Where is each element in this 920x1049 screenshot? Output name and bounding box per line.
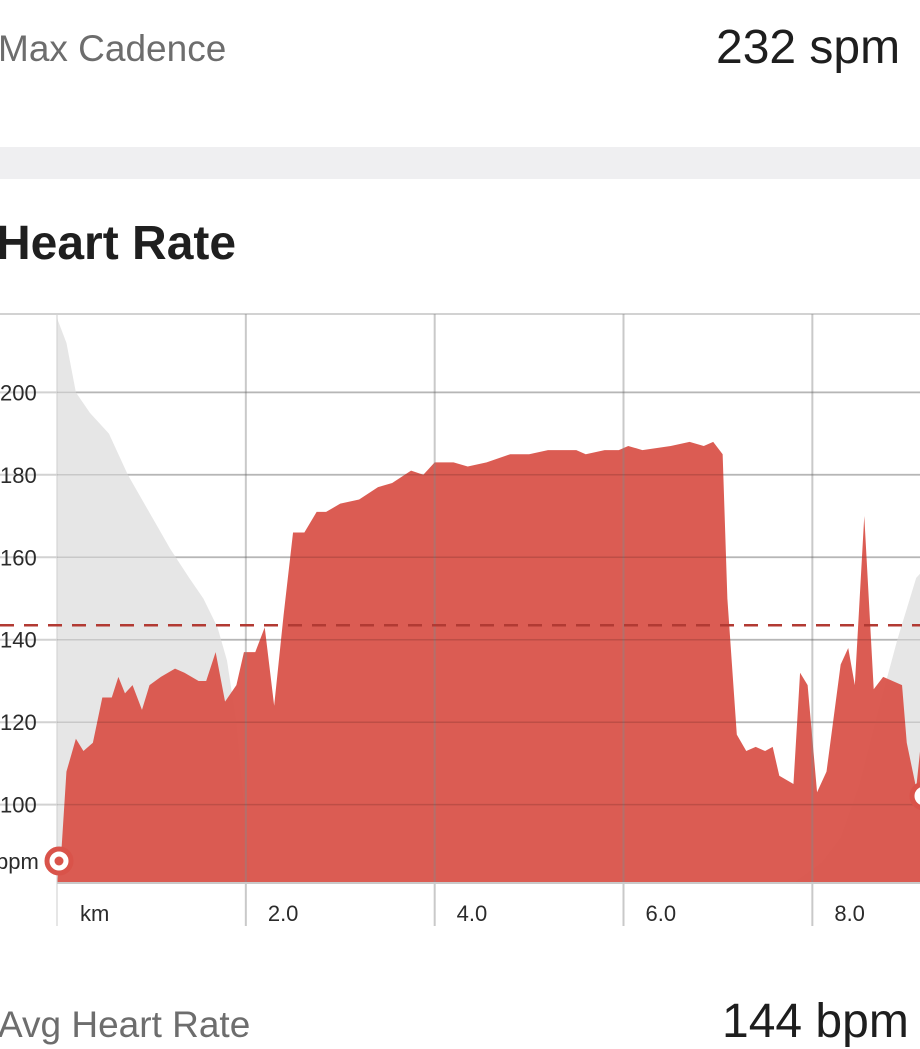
y-tick-label: 160 [0, 545, 37, 570]
x-unit-label: km [80, 901, 109, 926]
avg-heart-rate-label: Avg Heart Rate [0, 1004, 251, 1045]
x-tick-label: 8.0 [834, 901, 865, 926]
avg-heart-rate-value: 144 bpm [722, 995, 909, 1048]
section-title: Heart Rate [0, 217, 237, 270]
heart-rate-area [57, 441, 920, 883]
y-tick-label: 140 [0, 628, 37, 653]
start-marker-dot [54, 856, 64, 866]
x-tick-label: 4.0 [457, 901, 488, 926]
y-tick-label: 120 [0, 710, 37, 735]
x-tick-label: 2.0 [268, 901, 299, 926]
max-cadence-value: 232 spm [716, 21, 901, 74]
end-marker [909, 782, 920, 810]
y-tick-label: 100 [0, 793, 37, 818]
y-unit-label: bpm [0, 849, 39, 874]
max-cadence-row: Max Cadence 232 spm [0, 0, 920, 146]
x-tick-label: 6.0 [646, 901, 677, 926]
y-tick-label: 180 [0, 463, 37, 488]
section-divider [0, 147, 920, 179]
y-tick-label: 200 [0, 380, 37, 405]
avg-heart-rate-row: Avg Heart Rate 144 bpm [0, 990, 920, 1048]
heart-rate-chart[interactable]: 100 120 140 160 180 200 bpm km 2.0 4.0 6.0 8.0 [0, 0, 920, 1024]
max-cadence-label: Max Cadence [0, 28, 227, 69]
